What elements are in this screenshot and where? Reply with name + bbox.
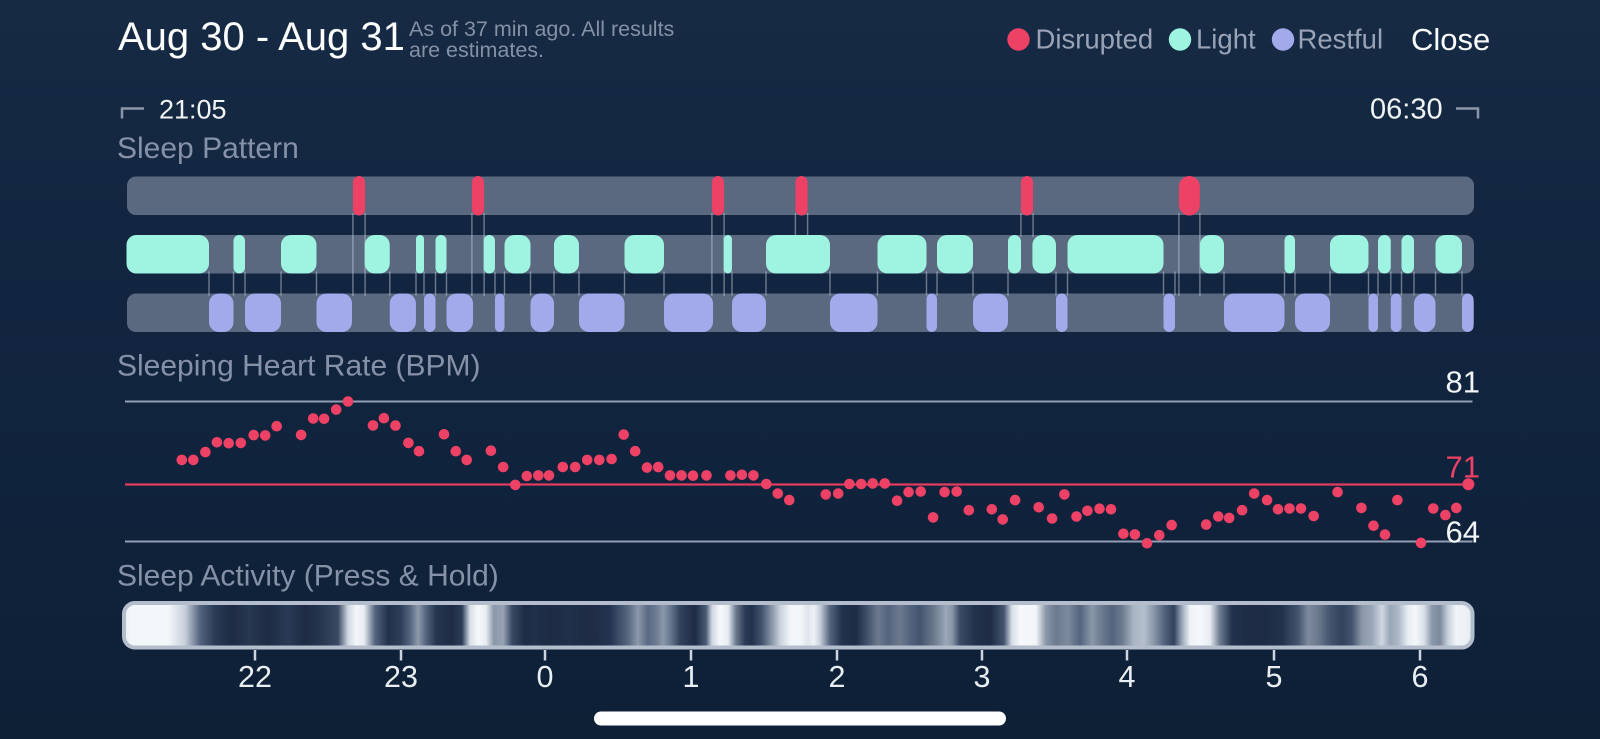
svg-text:As of 37 min ago. All results: As of 37 min ago. All results — [409, 17, 674, 41]
svg-text:06:30: 06:30 — [1370, 94, 1443, 126]
svg-text:Close: Close — [1411, 22, 1490, 57]
svg-text:22: 22 — [238, 660, 272, 694]
svg-text:Aug 30 - Aug 31: Aug 30 - Aug 31 — [118, 15, 405, 59]
svg-text:71: 71 — [1446, 450, 1480, 485]
svg-text:are estimates.: are estimates. — [409, 38, 544, 62]
svg-text:2: 2 — [829, 660, 846, 694]
svg-text:Disrupted: Disrupted — [1036, 24, 1154, 55]
svg-text:21:05: 21:05 — [159, 95, 227, 125]
svg-text:Sleep Activity (Press & Hold): Sleep Activity (Press & Hold) — [117, 559, 499, 592]
svg-text:Restful: Restful — [1298, 24, 1384, 55]
svg-text:4: 4 — [1119, 660, 1136, 694]
svg-text:6: 6 — [1412, 660, 1429, 694]
svg-text:1: 1 — [683, 660, 700, 694]
svg-text:Sleeping Heart Rate (BPM): Sleeping Heart Rate (BPM) — [117, 350, 481, 383]
svg-text:64: 64 — [1446, 515, 1480, 550]
svg-text:81: 81 — [1446, 365, 1480, 400]
svg-text:Light: Light — [1196, 24, 1256, 55]
svg-text:5: 5 — [1266, 660, 1283, 694]
svg-text:0: 0 — [537, 660, 554, 694]
svg-text:3: 3 — [974, 660, 991, 694]
svg-text:Sleep Pattern: Sleep Pattern — [117, 132, 299, 165]
svg-text:23: 23 — [384, 660, 418, 694]
